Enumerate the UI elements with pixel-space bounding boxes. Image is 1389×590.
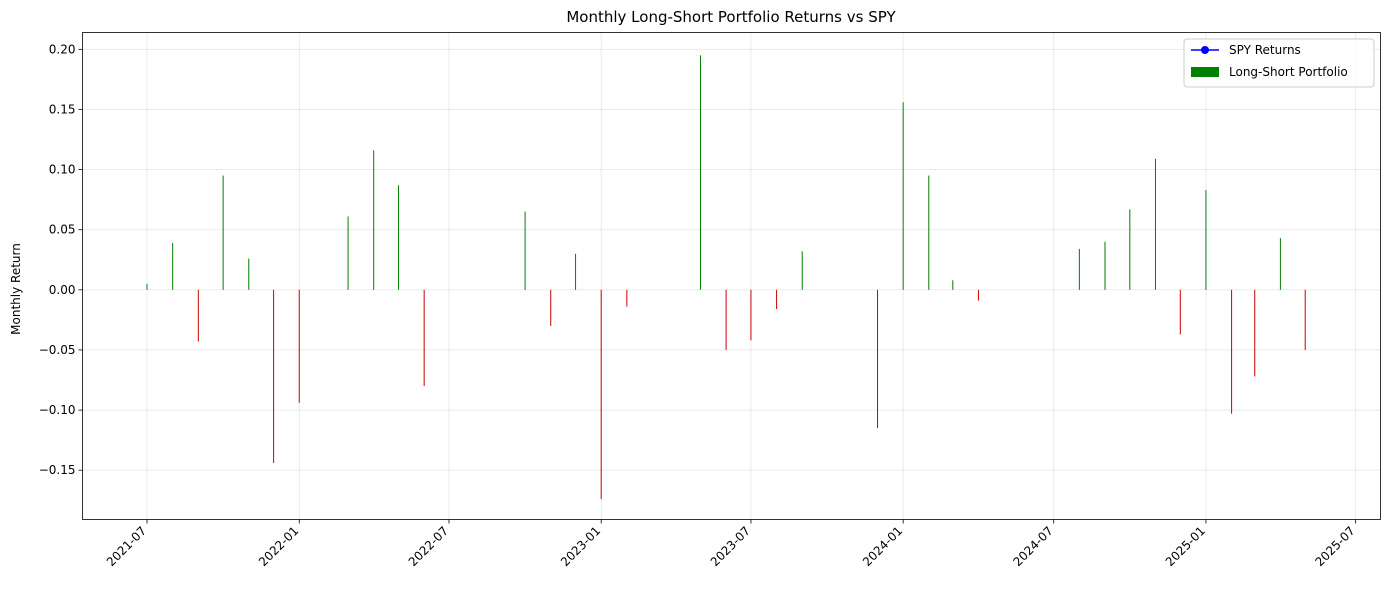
bar bbox=[347, 216, 349, 290]
bar bbox=[373, 150, 375, 290]
bar bbox=[524, 211, 526, 290]
legend-spy-label: SPY Returns bbox=[1229, 43, 1301, 57]
bar bbox=[776, 289, 778, 310]
y-tick-label: −0.15 bbox=[39, 463, 76, 477]
legend-long-short-patch bbox=[1191, 67, 1219, 77]
legend-long-short-label: Long-Short Portfolio bbox=[1229, 65, 1348, 79]
bar bbox=[1078, 248, 1080, 290]
bar bbox=[575, 253, 577, 290]
bar bbox=[146, 283, 148, 290]
bar bbox=[1254, 289, 1256, 377]
bar bbox=[1304, 289, 1306, 350]
bar bbox=[600, 289, 602, 500]
bar bbox=[398, 185, 400, 290]
bar bbox=[626, 289, 628, 307]
x-tick-label: 2024-07 bbox=[1010, 524, 1055, 569]
bar bbox=[725, 289, 727, 350]
bar bbox=[1279, 238, 1281, 290]
chart-title: Monthly Long-Short Portfolio Returns vs … bbox=[566, 8, 896, 26]
bar bbox=[952, 280, 954, 290]
bar bbox=[1205, 190, 1207, 290]
x-tick-label: 2022-01 bbox=[256, 524, 301, 569]
x-tick-label: 2021-07 bbox=[104, 524, 149, 569]
bar bbox=[902, 102, 904, 290]
y-tick-label: 0.05 bbox=[49, 223, 76, 237]
bar bbox=[1154, 158, 1156, 290]
bar bbox=[1231, 289, 1233, 414]
x-tick-label: 2024-01 bbox=[860, 524, 905, 569]
bar bbox=[928, 175, 930, 290]
legend-spy-marker bbox=[1201, 46, 1209, 54]
y-tick-label: 0.15 bbox=[49, 102, 76, 116]
bar bbox=[298, 289, 300, 403]
bar bbox=[273, 289, 275, 463]
bar bbox=[248, 258, 250, 290]
bar bbox=[197, 289, 199, 342]
x-tick-label: 2025-01 bbox=[1163, 524, 1208, 569]
y-tick-label: 0.20 bbox=[49, 42, 76, 56]
y-tick-label: −0.05 bbox=[39, 343, 76, 357]
y-axis: 0.20 0.15 0.10 0.05 0.00 −0.05 −0.10 −0.15 bbox=[39, 42, 83, 477]
legend-box bbox=[1183, 38, 1375, 88]
bar bbox=[750, 289, 752, 341]
bar bbox=[222, 175, 224, 290]
plot-frame bbox=[82, 32, 1381, 520]
x-tick-label: 2023-01 bbox=[558, 524, 603, 569]
x-tick-label: 2023-07 bbox=[708, 524, 753, 569]
bar bbox=[801, 251, 803, 290]
y-tick-label: 0.00 bbox=[49, 283, 76, 297]
bar bbox=[423, 289, 425, 387]
x-tick-label: 2022-07 bbox=[406, 524, 451, 569]
y-tick-label: −0.10 bbox=[39, 403, 76, 417]
bar bbox=[172, 242, 174, 290]
y-tick-label: 0.10 bbox=[49, 163, 76, 177]
bar bbox=[550, 289, 552, 326]
y-axis-label: Monthly Return bbox=[9, 243, 23, 335]
x-tick-label: 2025-07 bbox=[1312, 524, 1357, 569]
x-axis: 2021-07 2022-01 2022-07 2023-01 2023-07 2024-… bbox=[104, 519, 1358, 569]
legend: SPY Returns Long-Short Portfolio bbox=[1183, 38, 1375, 88]
bar bbox=[1179, 289, 1181, 335]
grid bbox=[82, 32, 1381, 520]
bar bbox=[977, 289, 979, 301]
bar bbox=[1129, 209, 1131, 290]
bars bbox=[146, 55, 1306, 500]
bar bbox=[877, 289, 879, 429]
bar bbox=[1104, 241, 1106, 290]
bar bbox=[699, 55, 701, 290]
